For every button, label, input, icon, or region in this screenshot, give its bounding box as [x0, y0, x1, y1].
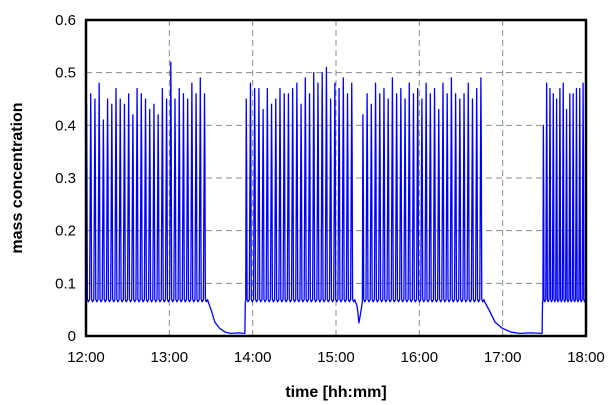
x-tick-label: 13:00 — [151, 349, 189, 366]
x-tick-label: 18:00 — [567, 349, 605, 366]
series-group — [85, 61, 587, 335]
y-tick-label: 0.4 — [55, 117, 76, 134]
y-tick-label: 0.2 — [55, 223, 76, 240]
y-tick-label: 0.5 — [55, 65, 76, 82]
x-tick-label: 12:00 — [67, 349, 105, 366]
x-tick-label: 16:00 — [401, 349, 439, 366]
x-axis-title: time [hh:mm] — [285, 384, 386, 401]
series-line — [85, 61, 587, 335]
y-tick-label: 0.3 — [55, 170, 76, 187]
x-tick-label: 14:00 — [234, 349, 272, 366]
x-tick-label: 15:00 — [317, 349, 355, 366]
x-tick-label: 17:00 — [484, 349, 522, 366]
y-tick-label: 0 — [68, 328, 76, 345]
plot-frame — [84, 18, 588, 338]
y-tick-labels: 0 0.1 0.2 0.3 0.4 0.5 0.6 — [55, 12, 76, 345]
y-axis-title: mass concentration — [9, 102, 26, 253]
y-tick-label: 0.1 — [55, 275, 76, 292]
y-tick-label: 0.6 — [55, 12, 76, 29]
x-tick-labels: 12:00 13:00 14:00 15:00 16:00 17:00 18:00 — [67, 349, 605, 366]
